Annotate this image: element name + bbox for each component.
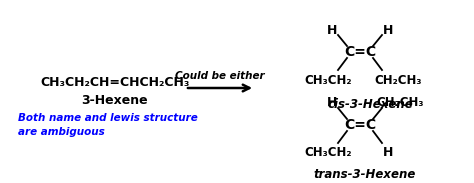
Text: CH₃CH₂: CH₃CH₂ <box>304 74 352 87</box>
Text: 3-Hexene: 3-Hexene <box>82 94 148 107</box>
Text: CH₂CH₃: CH₂CH₃ <box>376 96 424 109</box>
Text: H: H <box>327 23 337 36</box>
Text: Both name and lewis structure: Both name and lewis structure <box>18 113 198 123</box>
Text: H: H <box>383 147 393 160</box>
Text: trans-3-Hexene: trans-3-Hexene <box>314 169 416 182</box>
Text: H: H <box>327 96 337 109</box>
Text: C=C: C=C <box>344 118 376 132</box>
Text: are ambiguous: are ambiguous <box>18 127 105 137</box>
Text: cis-3-Hexene: cis-3-Hexene <box>327 98 413 111</box>
Text: CH₃CH₂: CH₃CH₂ <box>304 147 352 160</box>
Text: H: H <box>383 23 393 36</box>
Text: Could be either: Could be either <box>175 71 265 81</box>
Text: C=C: C=C <box>344 45 376 59</box>
Text: CH₃CH₂CH=CHCH₂CH₃: CH₃CH₂CH=CHCH₂CH₃ <box>40 76 190 89</box>
Text: CH₂CH₃: CH₂CH₃ <box>374 74 422 87</box>
